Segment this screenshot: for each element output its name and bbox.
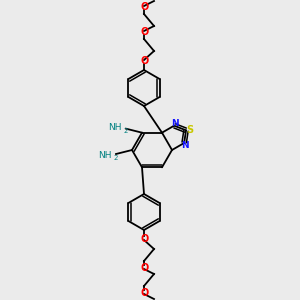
Text: N: N bbox=[171, 119, 178, 128]
Text: O: O bbox=[141, 263, 149, 273]
Text: O: O bbox=[141, 288, 149, 298]
Text: NH: NH bbox=[98, 151, 112, 160]
Text: O: O bbox=[141, 56, 149, 66]
Text: O: O bbox=[141, 234, 149, 244]
Text: O: O bbox=[141, 27, 149, 37]
Text: O: O bbox=[141, 2, 149, 12]
Text: N: N bbox=[181, 141, 188, 150]
Text: NH: NH bbox=[109, 123, 122, 132]
Text: 2: 2 bbox=[114, 155, 118, 161]
Text: 2: 2 bbox=[124, 128, 128, 134]
Text: S: S bbox=[186, 125, 193, 135]
